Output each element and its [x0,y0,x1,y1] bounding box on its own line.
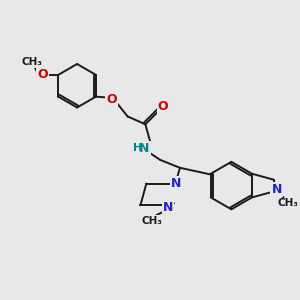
Text: O: O [158,100,169,113]
Text: CH₃: CH₃ [142,216,163,226]
Text: O: O [106,93,117,106]
Text: H: H [133,143,142,153]
Text: N: N [139,142,150,154]
Text: O: O [37,68,48,81]
Text: N: N [171,177,181,190]
Text: CH₃: CH₃ [21,57,42,67]
Text: CH₃: CH₃ [278,198,299,208]
Text: N: N [272,183,282,196]
Text: N: N [163,201,173,214]
